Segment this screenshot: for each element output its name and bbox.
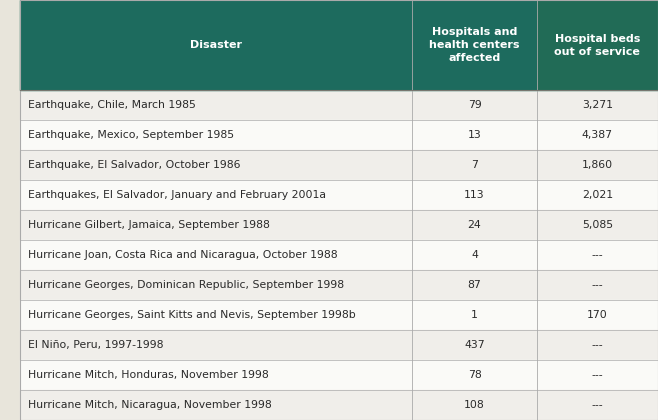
Bar (413, 0, 537, 90)
Text: Earthquakes, El Salvador, January and February 2001a: Earthquakes, El Salvador, January and Fe… (28, 190, 326, 200)
Text: 1: 1 (471, 310, 478, 320)
Text: Hurricane Georges, Saint Kitts and Nevis, September 1998b: Hurricane Georges, Saint Kitts and Nevis… (28, 310, 355, 320)
Text: ---: --- (592, 250, 603, 260)
Bar (20, 270, 658, 300)
Text: 3,271: 3,271 (582, 100, 613, 110)
Text: 13: 13 (468, 130, 482, 140)
Text: 79: 79 (468, 100, 482, 110)
Text: 113: 113 (464, 190, 485, 200)
Text: ---: --- (592, 400, 603, 410)
Bar (20, 240, 658, 270)
Text: Hurricane Joan, Costa Rica and Nicaragua, October 1988: Hurricane Joan, Costa Rica and Nicaragua… (28, 250, 338, 260)
Text: 1,860: 1,860 (582, 160, 613, 170)
Text: Hurricane Mitch, Honduras, November 1998: Hurricane Mitch, Honduras, November 1998 (28, 370, 268, 380)
Text: 87: 87 (468, 280, 482, 290)
Text: Earthquake, El Salvador, October 1986: Earthquake, El Salvador, October 1986 (28, 160, 240, 170)
Text: 7: 7 (471, 160, 478, 170)
Text: ---: --- (592, 340, 603, 350)
Text: Hospitals and
health centers
affected: Hospitals and health centers affected (429, 27, 520, 63)
Text: 108: 108 (464, 400, 485, 410)
Text: 24: 24 (468, 220, 482, 230)
Text: El Niño, Peru, 1997-1998: El Niño, Peru, 1997-1998 (28, 340, 163, 350)
Text: Hurricane Mitch, Nicaragua, November 1998: Hurricane Mitch, Nicaragua, November 199… (28, 400, 271, 410)
Text: 78: 78 (468, 370, 482, 380)
Text: ---: --- (592, 370, 603, 380)
Text: Hurricane Georges, Dominican Republic, September 1998: Hurricane Georges, Dominican Republic, S… (28, 280, 343, 290)
Bar (20, 210, 658, 240)
Bar (20, 150, 658, 180)
Bar (20, 390, 658, 420)
Text: 437: 437 (464, 340, 485, 350)
Text: Earthquake, Mexico, September 1985: Earthquake, Mexico, September 1985 (28, 130, 234, 140)
Bar (20, 300, 658, 330)
Text: 4,387: 4,387 (582, 130, 613, 140)
Text: Hurricane Gilbert, Jamaica, September 1988: Hurricane Gilbert, Jamaica, September 19… (28, 220, 270, 230)
Text: Hospital beds
out of service: Hospital beds out of service (555, 34, 640, 57)
Text: ---: --- (592, 280, 603, 290)
Text: Earthquake, Chile, March 1985: Earthquake, Chile, March 1985 (28, 100, 195, 110)
Bar (20, 0, 413, 90)
Bar (20, 120, 658, 150)
Bar (20, 360, 658, 390)
Bar (20, 330, 658, 360)
Text: 5,085: 5,085 (582, 220, 613, 230)
Text: 2,021: 2,021 (582, 190, 613, 200)
Text: 170: 170 (587, 310, 608, 320)
Bar (20, 180, 658, 210)
Bar (20, 90, 658, 120)
Text: 4: 4 (471, 250, 478, 260)
Bar (537, 0, 658, 90)
Text: Disaster: Disaster (190, 40, 242, 50)
